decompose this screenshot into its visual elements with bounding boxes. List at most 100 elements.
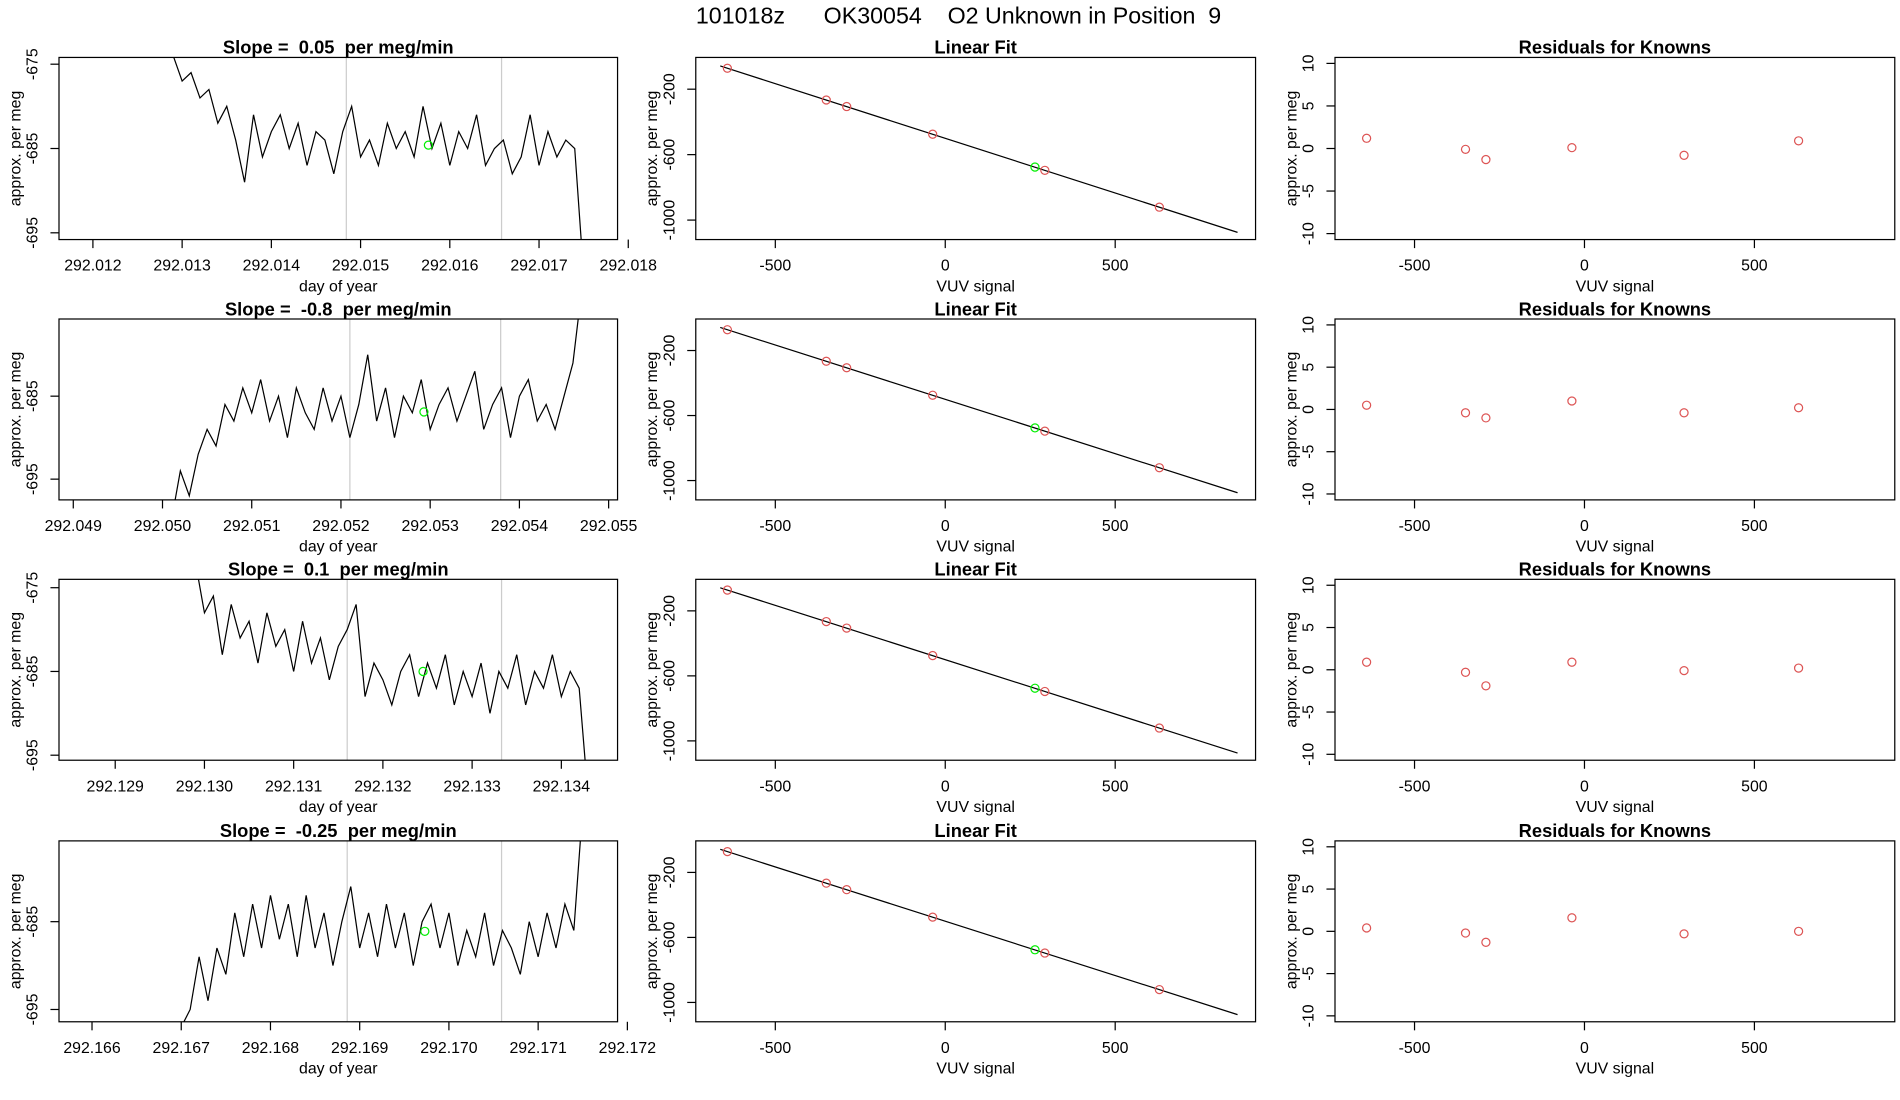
x-tick-label: -500 <box>1399 258 1431 275</box>
y-tick-label: -10 <box>1301 482 1318 505</box>
data-point <box>1567 143 1577 153</box>
x-tick-label: 292.016 <box>421 258 479 275</box>
x-tick-label: 292.170 <box>420 1040 478 1057</box>
data-point <box>1460 408 1471 418</box>
y-tick-label: -1000 <box>661 720 678 761</box>
panel: Slope = -0.25 per meg/min day of year appr… <box>7 820 656 1077</box>
data-line <box>183 840 581 1022</box>
data-point <box>928 129 938 139</box>
x-tick-label: 0 <box>941 1040 950 1057</box>
data-point <box>722 585 733 595</box>
data-point <box>842 885 852 895</box>
y-tick-label: -600 <box>661 139 678 171</box>
data-point <box>1793 926 1804 936</box>
highlight-point <box>418 666 428 677</box>
x-tick-label: 292.134 <box>533 778 591 795</box>
plot-frame <box>58 578 619 761</box>
data-point <box>1481 154 1491 165</box>
data-point <box>1567 657 1577 667</box>
x-tick-label: 500 <box>1102 778 1129 795</box>
x-tick-label: -500 <box>1399 778 1431 795</box>
plot-frame <box>695 318 1257 501</box>
highlight-point <box>419 407 429 417</box>
plot-frame <box>695 840 1257 1023</box>
y-tick-label: -685 <box>25 655 42 687</box>
y-tick-label: 5 <box>1301 623 1318 632</box>
plot-frame <box>1334 318 1896 501</box>
y-tick-label: -5 <box>1301 184 1318 198</box>
x-axis-label: VUV signal <box>1576 278 1655 295</box>
y-tick-label: 5 <box>1301 101 1318 110</box>
data-point <box>1154 723 1165 733</box>
data-point <box>1460 667 1471 677</box>
y-tick-label: -685 <box>25 132 42 164</box>
plot-area <box>174 319 579 500</box>
x-tick-label: -500 <box>759 258 791 275</box>
plot-frame <box>1334 840 1896 1023</box>
data-point <box>1793 663 1804 673</box>
x-tick-label: 292.014 <box>243 258 301 275</box>
data-point <box>1361 923 1372 933</box>
x-tick-label: 292.166 <box>63 1040 121 1057</box>
plot-area <box>1361 913 1804 947</box>
x-tick-label: 292.167 <box>153 1040 211 1057</box>
x-axis-label: VUV signal <box>936 539 1015 556</box>
plot-frame <box>695 56 1257 241</box>
data-line <box>197 579 586 761</box>
panel-title: Residuals for Knowns <box>1519 37 1711 58</box>
y-tick-label: -5 <box>1301 444 1318 458</box>
data-point <box>1154 984 1165 995</box>
y-axis-label: approx. per meg <box>644 874 661 990</box>
plot-area <box>1361 133 1804 165</box>
y-tick-label: -695 <box>25 217 42 249</box>
data-point <box>842 363 852 373</box>
x-tick-label: 500 <box>1741 258 1768 275</box>
data-point <box>1567 396 1577 406</box>
x-tick-label: 292.055 <box>580 518 638 535</box>
y-axis-label: approx. per meg <box>7 91 24 207</box>
panel: Slope = -0.8 per meg/min day of year appro… <box>7 298 638 555</box>
x-tick-label: 0 <box>941 778 950 795</box>
x-tick-label: 292.133 <box>443 778 501 795</box>
x-tick-label: 0 <box>1580 258 1589 275</box>
x-tick-label: 0 <box>941 258 950 275</box>
x-tick-label: 292.130 <box>176 778 234 795</box>
plot-frame <box>58 840 619 1023</box>
y-tick-label: -10 <box>1301 222 1318 245</box>
x-tick-label: 292.171 <box>509 1040 567 1057</box>
x-tick-label: 500 <box>1102 1040 1129 1057</box>
data-point <box>1361 133 1372 143</box>
y-tick-label: -200 <box>661 73 678 105</box>
x-tick-label: -500 <box>759 778 791 795</box>
data-point <box>1361 657 1372 667</box>
y-tick-label: 5 <box>1301 363 1318 372</box>
y-tick-label: -695 <box>25 463 42 495</box>
data-point <box>821 95 831 105</box>
x-axis-label: day of year <box>299 799 378 816</box>
data-point <box>1040 686 1050 697</box>
data-point <box>1361 400 1372 410</box>
plot-frame <box>58 318 619 501</box>
x-axis-label: VUV signal <box>1576 799 1655 816</box>
plot-area <box>173 57 582 240</box>
x-tick-label: 292.017 <box>510 258 568 275</box>
x-tick-label: 292.013 <box>153 258 211 275</box>
y-tick-label: -1000 <box>661 200 678 241</box>
data-point <box>928 390 938 400</box>
data-point <box>928 650 938 661</box>
panel: Residuals for Knowns VUV signal approx. pe… <box>1283 37 1896 295</box>
plot-frame <box>1334 56 1896 241</box>
highlight-point <box>423 140 434 150</box>
x-tick-label: 0 <box>1580 1040 1589 1057</box>
fit-line <box>720 587 1238 754</box>
panel: Linear Fit VUV signal approx. per meg -500 0… <box>644 820 1257 1078</box>
panel-title: Slope = -0.8 per meg/min <box>225 298 452 319</box>
x-tick-label: 0 <box>941 518 950 535</box>
x-tick-label: 292.015 <box>332 258 390 275</box>
panel: Residuals for Knowns VUV signal approx. pe… <box>1283 820 1896 1078</box>
panel-title: Slope = 0.1 per meg/min <box>228 559 449 580</box>
fit-line <box>720 326 1238 494</box>
y-tick-label: 10 <box>1301 576 1318 594</box>
x-tick-label: 292.049 <box>45 518 103 535</box>
